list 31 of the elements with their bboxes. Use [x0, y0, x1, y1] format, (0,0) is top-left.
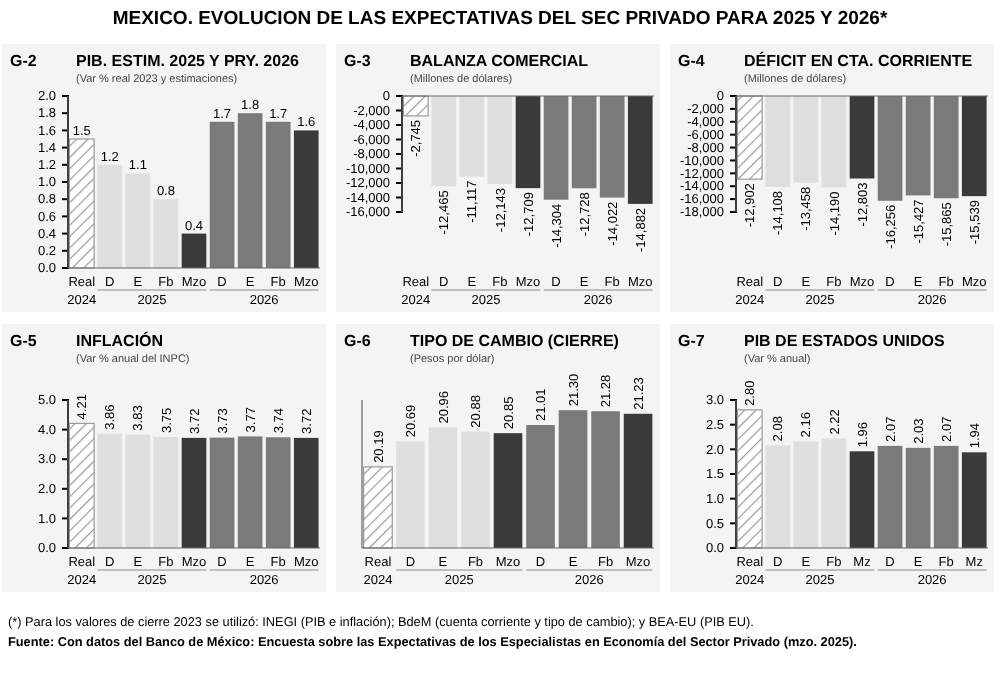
- bar: [849, 451, 875, 548]
- bar: [961, 452, 987, 548]
- bar: [933, 445, 959, 548]
- text: MEXICO. EVOLUCION DE LAS EXPECTATIVAS DEL SEC PRIVADO PARA 2025 Y 2026*: [112, 8, 888, 30]
- bar: [905, 447, 931, 548]
- text: G-4: [678, 52, 706, 70]
- text: G-6: [344, 332, 372, 350]
- text: G-7: [678, 332, 706, 350]
- text: G-2: [10, 52, 38, 70]
- bar: [68, 138, 95, 269]
- bar: [736, 409, 763, 549]
- chart-title: BALANZA COMERCIAL: [410, 52, 589, 70]
- chart-title: PIB DE ESTADOS UNIDOS: [744, 332, 946, 350]
- bar: [153, 199, 179, 268]
- bar: [793, 441, 819, 548]
- chart-title: INFLACIÓN: [76, 330, 164, 350]
- text: G-5: [10, 332, 38, 350]
- bar: [293, 130, 319, 268]
- chart-title: TIPO DE CAMBIO (CIERRE): [410, 332, 620, 350]
- bar: [209, 121, 235, 268]
- bar: [265, 121, 291, 268]
- text: G-3: [344, 52, 372, 70]
- bar: [821, 438, 847, 548]
- chart-title: DÉFICIT EN CTA. CORRIENTE: [744, 50, 974, 70]
- chart-title: PIB. ESTIM. 2025 Y PRY. 2026: [76, 52, 301, 70]
- bar: [877, 445, 903, 548]
- bar: [237, 113, 263, 268]
- bar: [125, 173, 151, 268]
- bar: [181, 233, 207, 268]
- bar: [97, 164, 123, 268]
- bar: [765, 445, 791, 548]
